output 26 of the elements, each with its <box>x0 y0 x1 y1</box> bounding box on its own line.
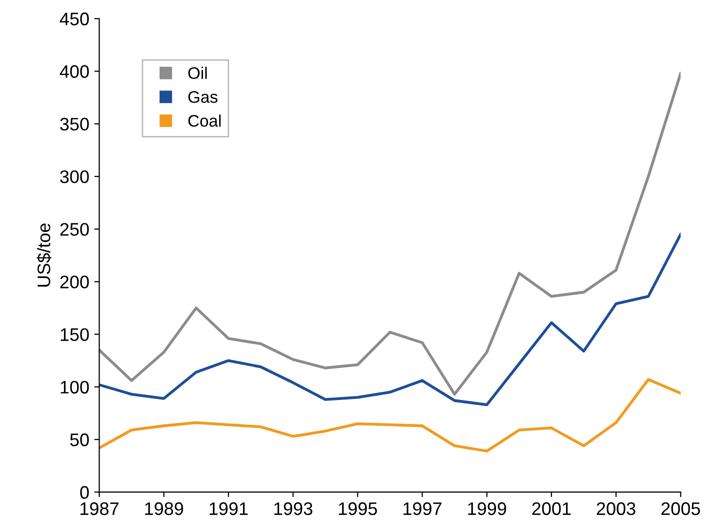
x-tick-label: 1997 <box>404 502 442 516</box>
y-tick-label: 150 <box>60 328 89 341</box>
y-tick-label: 300 <box>60 170 89 184</box>
x-tick-label: 1995 <box>338 502 377 516</box>
line-series <box>99 232 681 406</box>
y-tick-label: 200 <box>60 276 89 288</box>
y-tick-label: 400 <box>60 65 89 78</box>
y-tick-label: 350 <box>60 118 89 131</box>
x-tick-label: 1999 <box>468 502 506 516</box>
y-tick-label: 250 <box>60 222 89 236</box>
y-tick-label: 450 <box>60 12 89 26</box>
y-tick-label: 0 <box>80 486 89 499</box>
x-tick-label: 1989 <box>145 502 184 516</box>
legend-label: Gas <box>188 91 218 103</box>
x-tick-label: 1991 <box>210 502 248 516</box>
y-axis-title: US$/toe <box>36 224 52 287</box>
legend-label: Coal <box>188 114 221 127</box>
line-series <box>99 378 681 452</box>
legend-label: Oil <box>188 66 207 80</box>
x-tick-label: 1987 <box>80 502 118 516</box>
y-tick-label: 100 <box>60 380 89 394</box>
x-tick-label: 2003 <box>596 502 636 516</box>
y-tick-label: 50 <box>70 433 89 446</box>
x-tick-label: 1993 <box>274 502 312 516</box>
x-tick-label: 2001 <box>532 502 571 516</box>
x-tick-label: 2005 <box>661 502 700 516</box>
